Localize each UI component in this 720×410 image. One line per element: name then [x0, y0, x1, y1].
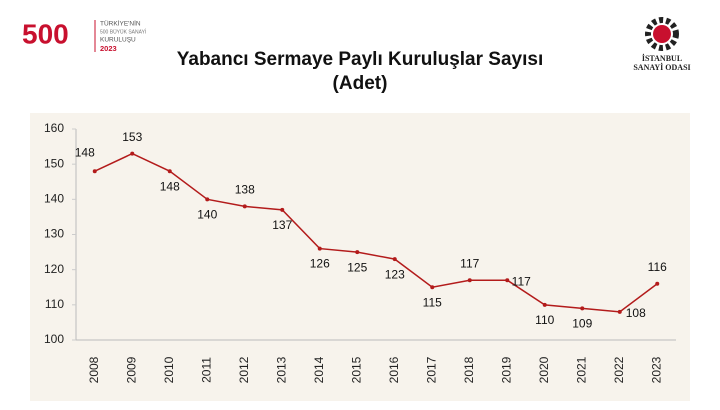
x-tick-label: 2014: [312, 356, 326, 383]
logo-text: SANAYİ ODASI: [633, 62, 690, 72]
data-label: 153: [122, 130, 142, 144]
chart-panel: [30, 113, 690, 401]
data-label: 109: [572, 317, 592, 331]
data-label: 148: [160, 179, 180, 193]
y-tick-label: 160: [44, 121, 64, 135]
data-label: 125: [347, 260, 367, 274]
y-tick-label: 100: [44, 332, 64, 346]
y-tick-label: 150: [44, 156, 64, 170]
logo-text: KURULUŞU: [100, 37, 136, 44]
data-point: [242, 204, 247, 209]
data-point: [580, 306, 585, 311]
y-tick-label: 140: [44, 192, 64, 206]
data-label: 123: [385, 267, 405, 281]
y-tick-label: 120: [44, 262, 64, 276]
logo-text: TÜRKİYE'NİN: [100, 19, 141, 28]
x-tick-label: 2010: [162, 356, 176, 383]
chart-title: Yabancı Sermaye Paylı Kuruluşlar Sayısı: [177, 49, 543, 70]
x-tick-label: 2013: [274, 356, 288, 383]
x-tick-label: 2017: [424, 356, 438, 383]
data-label: 117: [460, 256, 479, 270]
x-tick-label: 2021: [574, 356, 588, 383]
left-logo: 500 TÜRKİYE'NİN 500 BÜYÜK SANAYİ KURULUŞ…: [22, 18, 146, 53]
data-label: 115: [423, 295, 442, 309]
x-tick-label: 2020: [537, 356, 551, 383]
data-point: [430, 285, 435, 290]
data-label: 117: [512, 274, 531, 288]
y-tick-label: 130: [44, 227, 64, 241]
data-point: [467, 278, 472, 283]
data-point: [280, 207, 285, 212]
data-label: 140: [197, 208, 217, 222]
x-tick-label: 2012: [237, 356, 251, 383]
chart-subtitle: (Adet): [333, 73, 388, 94]
x-tick-label: 2019: [499, 356, 513, 383]
data-point: [542, 302, 547, 307]
data-label: 148: [75, 145, 95, 159]
logo-text: 500 BÜYÜK SANAYİ: [100, 28, 146, 35]
logo-year: 2023: [100, 44, 117, 53]
data-point: [130, 151, 135, 156]
data-point: [655, 281, 660, 286]
data-line: [94, 152, 658, 313]
data-point: [167, 169, 172, 174]
logo-number: 500: [22, 18, 69, 49]
x-tick-label: 2016: [387, 356, 401, 383]
x-tick-label: 2018: [462, 356, 476, 383]
x-tick-label: 2009: [124, 356, 138, 383]
data-label: 108: [626, 306, 646, 320]
logo-text: İSTANBUL: [642, 53, 682, 63]
gear-icon: [645, 17, 679, 51]
data-point: [617, 309, 622, 314]
data-point: [205, 197, 210, 202]
data-label: 126: [310, 257, 330, 271]
gear-center: [653, 25, 671, 43]
y-tick-label: 110: [45, 297, 64, 311]
x-tick-label: 2008: [87, 356, 101, 383]
data-point: [392, 257, 397, 262]
data-point: [92, 169, 97, 174]
x-tick-label: 2015: [349, 356, 363, 383]
data-label: 138: [235, 183, 255, 197]
data-point: [317, 246, 322, 251]
data-point: [355, 250, 360, 255]
x-tick-label: 2022: [612, 356, 626, 383]
x-tick-label: 2023: [649, 356, 663, 383]
data-label: 116: [648, 260, 667, 274]
data-label: 110: [535, 313, 554, 327]
data-point: [505, 278, 510, 283]
right-logo: İSTANBUL SANAYİ ODASI: [633, 17, 691, 72]
x-tick-label: 2011: [199, 357, 213, 383]
data-label: 137: [272, 218, 292, 232]
